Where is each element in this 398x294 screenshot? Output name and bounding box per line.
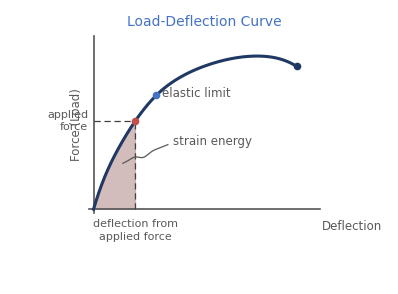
Text: Deflection: Deflection — [322, 220, 382, 233]
Text: applied
force: applied force — [47, 110, 88, 132]
Title: Load-Deflection Curve: Load-Deflection Curve — [127, 15, 282, 29]
Polygon shape — [94, 121, 135, 209]
Text: elastic limit: elastic limit — [162, 87, 230, 100]
Text: deflection from
applied force: deflection from applied force — [93, 219, 178, 242]
Text: Force (Load): Force (Load) — [70, 88, 83, 161]
Text: strain energy: strain energy — [173, 135, 252, 148]
